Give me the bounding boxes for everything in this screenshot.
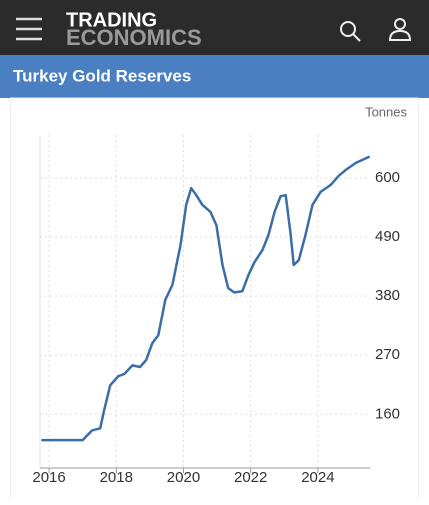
y-tick-label: 600 xyxy=(375,169,400,186)
y-tick-label: 380 xyxy=(375,287,400,304)
chart-title: Turkey Gold Reserves xyxy=(13,66,191,85)
y-tick-label: 270 xyxy=(375,346,400,363)
y-tick-label: 160 xyxy=(375,405,400,422)
x-tick-label: 2022 xyxy=(234,469,267,486)
chart-panel xyxy=(10,97,419,505)
menu-button[interactable] xyxy=(16,17,42,41)
data-line xyxy=(41,155,370,442)
y-axis-label: Tonnes xyxy=(365,104,407,119)
x-tick-label: 2024 xyxy=(301,469,334,486)
x-tick-label: 2018 xyxy=(100,469,133,486)
top-bar xyxy=(0,0,429,55)
user-button[interactable] xyxy=(388,18,412,41)
x-tick-label: 2020 xyxy=(167,469,200,486)
x-tick-label: 2016 xyxy=(32,469,65,486)
logo-bottom[interactable]: ECONOMICS xyxy=(66,25,202,50)
logo-top[interactable]: TRADING xyxy=(66,9,157,31)
y-tick-label: 490 xyxy=(375,228,400,245)
title-bar xyxy=(0,55,429,98)
search-button[interactable] xyxy=(340,21,361,42)
